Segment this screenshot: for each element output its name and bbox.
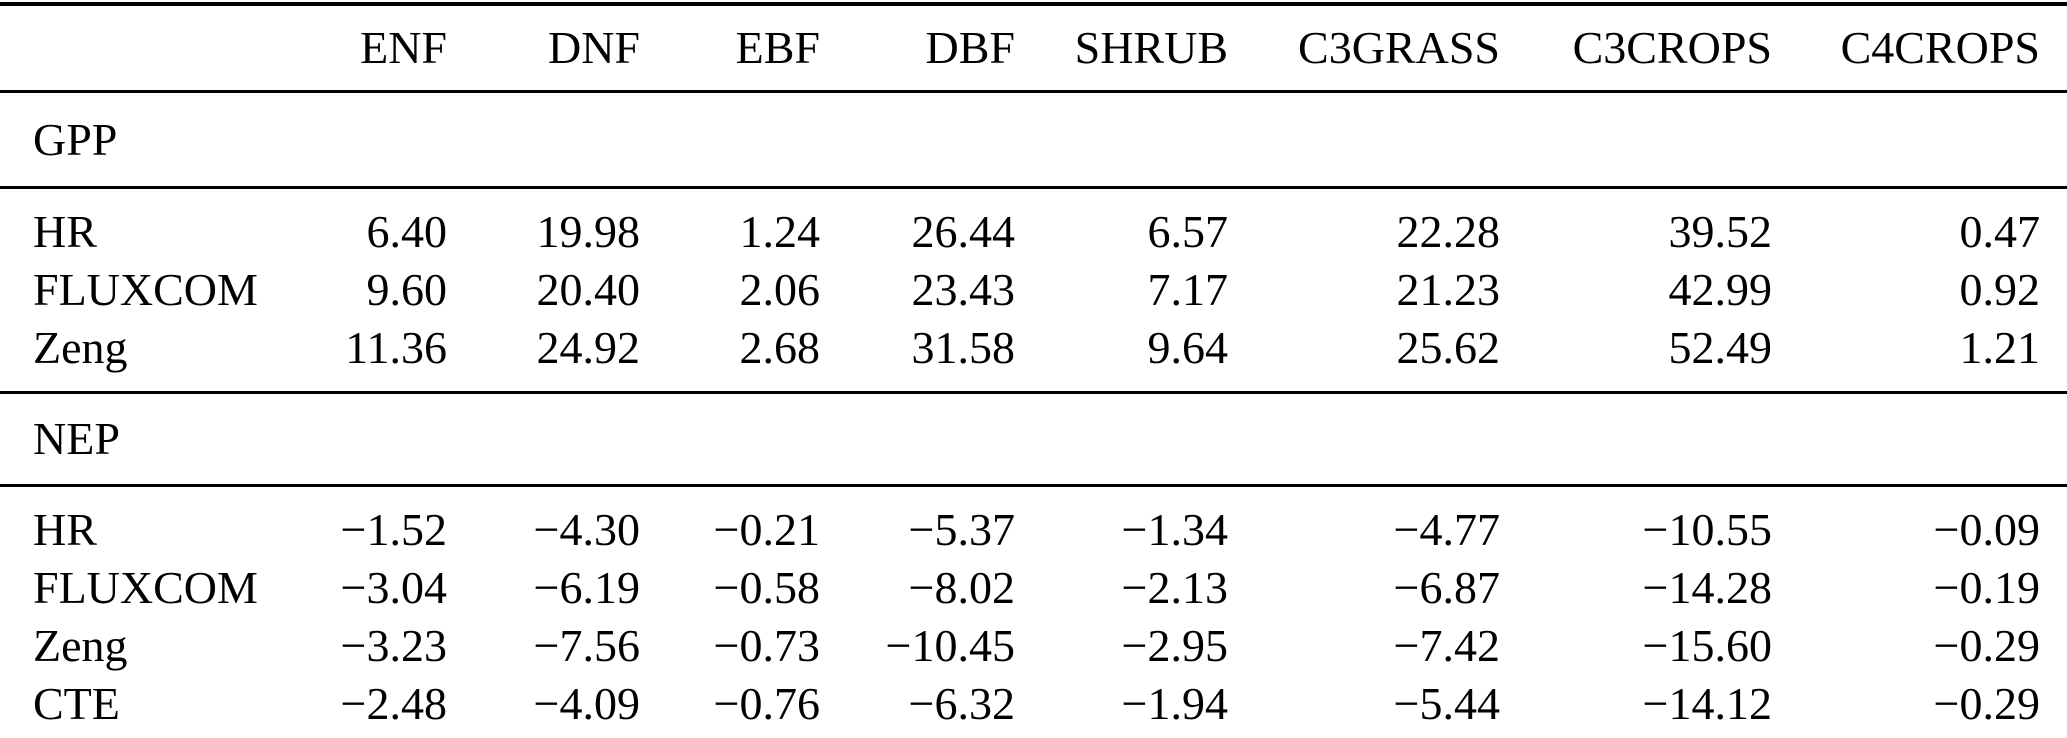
value-cell: 22.28 bbox=[1396, 206, 1501, 257]
value-cell: −0.58 bbox=[713, 562, 820, 613]
value-cell: 2.06 bbox=[739, 264, 821, 315]
value-cell: 0.47 bbox=[1959, 206, 2041, 257]
table-body: GPP HR 6.40 19.98 1.24 26.44 6.57 22.28 39.52 0.4… bbox=[0, 92, 2067, 738]
table-row-gpp-zeng: Zeng 11.36 24.92 2.68 31.58 9.64 25.62 52.49 1.2… bbox=[0, 319, 2067, 393]
table-header: ENF DNF EBF DBF SHRUB C3GRASS C3CROPS C4CROPS bbox=[0, 4, 2067, 92]
value-cell: −2.13 bbox=[1121, 562, 1228, 613]
table-row-gpp-hr: HR 6.40 19.98 1.24 26.44 6.57 22.28 39.52 0.47 bbox=[0, 188, 2067, 262]
value-cell: −0.19 bbox=[1933, 562, 2040, 613]
value-cell: −4.30 bbox=[533, 504, 640, 555]
value-cell: −0.29 bbox=[1933, 620, 2040, 671]
value-cell: −2.48 bbox=[340, 678, 447, 729]
value-cell: −8.02 bbox=[908, 562, 1015, 613]
value-cell: 42.99 bbox=[1668, 264, 1773, 315]
value-cell: −0.29 bbox=[1933, 678, 2040, 729]
row-label: HR bbox=[33, 504, 97, 555]
value-cell: 2.68 bbox=[739, 322, 821, 373]
value-cell: −0.76 bbox=[713, 678, 820, 729]
value-cell: −6.32 bbox=[908, 678, 1015, 729]
row-label: CTE bbox=[33, 678, 120, 729]
value-cell: 52.49 bbox=[1668, 322, 1773, 373]
value-cell: 1.24 bbox=[739, 206, 821, 257]
value-cell: 19.98 bbox=[536, 206, 641, 257]
value-cell: −3.04 bbox=[340, 562, 447, 613]
value-cell: 9.60 bbox=[366, 264, 448, 315]
value-cell: 0.92 bbox=[1959, 264, 2041, 315]
value-cell: −0.21 bbox=[713, 504, 820, 555]
value-cell: 24.92 bbox=[536, 322, 641, 373]
value-cell: −5.37 bbox=[908, 504, 1015, 555]
section-label: NEP bbox=[33, 413, 120, 464]
value-cell: −5.44 bbox=[1393, 678, 1500, 729]
value-cell: −10.55 bbox=[1642, 504, 1772, 555]
value-cell: −10.45 bbox=[885, 620, 1015, 671]
value-cell: 25.62 bbox=[1396, 322, 1501, 373]
row-label: Zeng bbox=[33, 620, 128, 671]
row-label: FLUXCOM bbox=[33, 562, 258, 613]
column-header-dnf: DNF bbox=[547, 22, 640, 73]
value-cell: 21.23 bbox=[1396, 264, 1501, 315]
value-cell: 39.52 bbox=[1668, 206, 1773, 257]
value-cell: −1.94 bbox=[1121, 678, 1228, 729]
column-header-enf: ENF bbox=[360, 22, 447, 73]
value-cell: 26.44 bbox=[911, 206, 1016, 257]
value-cell: −1.34 bbox=[1121, 504, 1228, 555]
row-label: HR bbox=[33, 206, 97, 257]
value-cell: 7.17 bbox=[1147, 264, 1229, 315]
value-cell: −3.23 bbox=[340, 620, 447, 671]
table-row-nep-cte: CTE −2.48 −4.09 −0.76 −6.32 −1.94 −5.44 −14.12 −… bbox=[0, 675, 2067, 738]
value-cell: −15.60 bbox=[1642, 620, 1772, 671]
column-header-dbf: DBF bbox=[925, 22, 1015, 73]
header-row: ENF DNF EBF DBF SHRUB C3GRASS C3CROPS C4CROPS bbox=[0, 4, 2067, 92]
table-row-nep-zeng: Zeng −3.23 −7.56 −0.73 −10.45 −2.95 −7.42 −15.6… bbox=[0, 617, 2067, 675]
value-cell: −7.56 bbox=[533, 620, 640, 671]
column-header-shrub: SHRUB bbox=[1074, 22, 1228, 73]
value-cell: −0.09 bbox=[1933, 504, 2040, 555]
value-cell: −0.73 bbox=[713, 620, 820, 671]
table-row-gpp-fluxcom: FLUXCOM 9.60 20.40 2.06 23.43 7.17 21.23 42.99 0… bbox=[0, 261, 2067, 319]
value-cell: 6.57 bbox=[1147, 206, 1229, 257]
value-cell: −14.12 bbox=[1642, 678, 1772, 729]
value-cell: 11.36 bbox=[345, 322, 447, 373]
value-cell: 20.40 bbox=[536, 264, 641, 315]
row-label: FLUXCOM bbox=[33, 264, 258, 315]
section-row-gpp: GPP bbox=[0, 92, 2067, 188]
column-header-c4crops: C4CROPS bbox=[1840, 22, 2040, 73]
column-header-ebf: EBF bbox=[735, 22, 820, 73]
section-label: GPP bbox=[33, 114, 118, 165]
table-row-nep-hr: HR −1.52 −4.30 −0.21 −5.37 −1.34 −4.77 −10.55 −0… bbox=[0, 486, 2067, 560]
value-cell: −6.19 bbox=[533, 562, 640, 613]
value-cell: −14.28 bbox=[1642, 562, 1772, 613]
value-cell: 1.21 bbox=[1959, 322, 2041, 373]
value-cell: 23.43 bbox=[911, 264, 1016, 315]
section-row-nep: NEP bbox=[0, 393, 2067, 486]
column-header-c3grass: C3GRASS bbox=[1298, 22, 1500, 73]
corner-cell bbox=[0, 4, 310, 92]
value-cell: −4.77 bbox=[1393, 504, 1500, 555]
value-cell: −1.52 bbox=[340, 504, 447, 555]
value-cell: 31.58 bbox=[911, 322, 1016, 373]
value-cell: 9.64 bbox=[1147, 322, 1229, 373]
value-cell: −7.42 bbox=[1393, 620, 1500, 671]
value-cell: −4.09 bbox=[533, 678, 640, 729]
column-header-c3crops: C3CROPS bbox=[1572, 22, 1772, 73]
row-label: Zeng bbox=[33, 322, 128, 373]
value-cell: −6.87 bbox=[1393, 562, 1500, 613]
value-cell: 6.40 bbox=[366, 206, 448, 257]
value-cell: −2.95 bbox=[1121, 620, 1228, 671]
table-row-nep-fluxcom: FLUXCOM −3.04 −6.19 −0.58 −8.02 −2.13 −6.87 −14… bbox=[0, 559, 2067, 617]
